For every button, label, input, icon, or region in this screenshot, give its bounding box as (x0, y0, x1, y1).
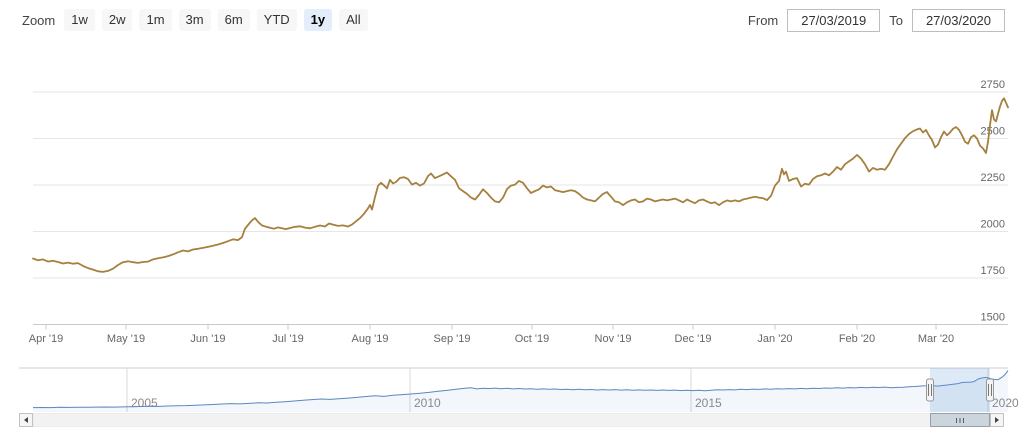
navigator-year-label: 2020 (992, 396, 1019, 410)
zoom-button-all[interactable]: All (339, 9, 368, 31)
x-axis-label: Jun '19 (190, 333, 225, 345)
scrollbar-grip-icon (956, 417, 964, 423)
zoom-button-2w[interactable]: 2w (101, 9, 133, 31)
y-axis-label: 2250 (981, 172, 1005, 184)
zoom-button-3m[interactable]: 3m (178, 9, 211, 31)
x-axis-label: Jan '20 (757, 333, 792, 345)
navigator-track[interactable] (33, 368, 1008, 412)
x-axis-label: Aug '19 (352, 333, 389, 345)
zoom-button-1m[interactable]: 1m (139, 9, 172, 31)
x-axis-label: Apr '19 (29, 333, 64, 345)
y-axis-label: 2500 (981, 126, 1005, 138)
navigator-series-line (32, 370, 1009, 409)
x-axis-label: Sep '19 (434, 333, 471, 345)
zoom-button-ytd[interactable]: YTD (256, 9, 297, 31)
navigator-selected-range[interactable] (930, 368, 990, 412)
scrollbar-left-arrow[interactable] (19, 413, 33, 427)
to-label: To (889, 12, 903, 28)
navigator-area (33, 370, 1008, 412)
x-axis-label: Jul '19 (272, 333, 303, 345)
y-axis-label: 1750 (981, 265, 1005, 277)
x-axis-label: Dec '19 (675, 333, 712, 345)
navigator-year-label: 2010 (414, 396, 441, 410)
scrollbar-right-arrow[interactable] (990, 413, 1004, 427)
zoom-button-1y[interactable]: 1y (303, 9, 333, 31)
y-axis-label: 2750 (981, 79, 1005, 91)
to-date-input[interactable] (912, 8, 1005, 32)
x-axis-label: Nov '19 (595, 333, 632, 345)
plot-area[interactable] (33, 60, 1008, 325)
from-label: From (747, 12, 779, 28)
navigator-scrollbar[interactable] (0, 413, 1023, 427)
navigator-year-label: 2015 (695, 396, 722, 410)
x-axis-label: May '19 (107, 333, 145, 345)
zoom-button-1w[interactable]: 1w (64, 9, 95, 31)
y-axis-label: 1500 (981, 312, 1005, 324)
zoom-label: Zoom (22, 12, 56, 28)
price-series-line (32, 97, 1009, 273)
x-axis-label: Feb '20 (839, 333, 875, 345)
x-axis-label: Oct '19 (515, 333, 550, 345)
scrollbar-track[interactable] (33, 413, 990, 427)
right-triangle-icon (995, 417, 1002, 423)
date-range-group: From To (747, 8, 1005, 32)
y-axis-label: 2000 (981, 219, 1005, 231)
range-selector-toolbar: Zoom 1w 2w 1m 3m 6m YTD 1y All From To (22, 8, 1005, 32)
x-axis-label: Mar '20 (918, 333, 954, 345)
zoom-button-6m[interactable]: 6m (217, 9, 250, 31)
from-date-input[interactable] (787, 8, 881, 32)
left-triangle-icon (21, 417, 28, 423)
scrollbar-thumb[interactable] (930, 413, 990, 427)
